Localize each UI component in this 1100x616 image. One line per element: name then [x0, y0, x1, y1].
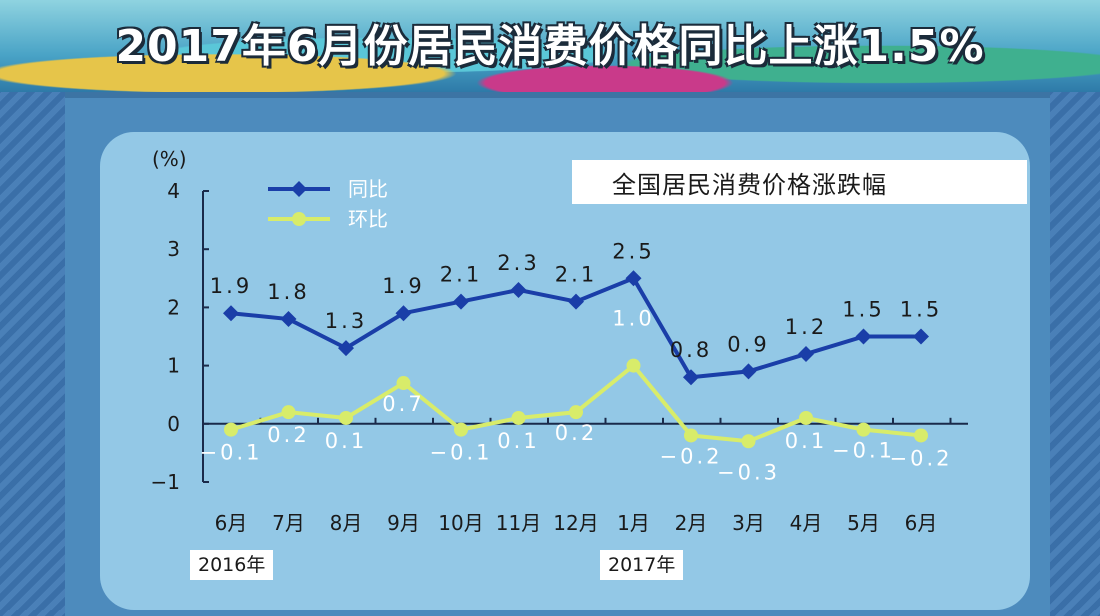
data-label-tongbi: 2.1 — [440, 263, 482, 287]
data-label-huanbi: −0.1 — [832, 439, 895, 463]
x-tick-label: 2月 — [675, 511, 708, 535]
x-tick-label: 4月 — [790, 511, 823, 535]
x-tick-label: 8月 — [330, 511, 363, 535]
legend-marker-tongbi — [291, 181, 307, 197]
y-tick-label: 3 — [167, 237, 180, 261]
point-tongbi — [855, 328, 872, 345]
x-tick-label: 12月 — [553, 511, 598, 535]
point-huanbi — [281, 405, 296, 420]
point-huanbi — [339, 410, 353, 425]
x-tick-label: 6月 — [905, 511, 938, 535]
point-tongbi — [683, 369, 699, 386]
x-tick-label: 9月 — [387, 511, 420, 535]
data-label-huanbi: 0.1 — [497, 429, 539, 453]
point-tongbi — [510, 281, 527, 298]
chart-title: 全国居民消费价格涨跌幅 — [612, 170, 887, 199]
year-label-2016: 2016年 — [190, 550, 274, 580]
x-tick-label: 1月 — [617, 511, 650, 535]
chart-title-box: 全国居民消费价格涨跌幅 — [572, 160, 1027, 204]
data-label-huanbi: −0.2 — [660, 444, 723, 468]
point-huanbi — [569, 405, 583, 420]
point-tongbi — [913, 328, 929, 345]
data-label-tongbi: 0.8 — [670, 338, 712, 362]
data-label-tongbi: 1.2 — [785, 315, 827, 339]
y-tick-label: 0 — [167, 412, 180, 436]
point-huanbi — [914, 428, 928, 443]
data-label-tongbi: 1.9 — [210, 274, 252, 298]
legend-label-huanbi: 环比 — [348, 207, 388, 231]
data-label-tongbi: 1.9 — [382, 274, 424, 298]
data-label-huanbi: 0.1 — [785, 429, 827, 453]
data-label-tongbi: 1.3 — [325, 309, 367, 333]
point-huanbi — [224, 422, 238, 437]
data-label-huanbi: 0.7 — [382, 392, 424, 416]
y-axis-label: (%) — [152, 147, 187, 171]
chart-panel — [100, 132, 1030, 610]
point-huanbi — [856, 422, 871, 437]
year-label-2017: 2017年 — [600, 550, 684, 580]
point-tongbi — [453, 293, 469, 310]
point-huanbi — [511, 410, 526, 425]
x-tick-label: 3月 — [732, 511, 765, 535]
point-tongbi — [625, 270, 642, 287]
data-label-tongbi: 1.5 — [900, 298, 942, 322]
point-tongbi — [568, 293, 584, 310]
data-label-tongbi: 0.9 — [727, 332, 769, 356]
point-tongbi — [740, 363, 757, 380]
data-label-tongbi: 1.8 — [267, 280, 309, 304]
point-tongbi — [338, 340, 354, 357]
point-tongbi — [280, 311, 297, 328]
data-label-huanbi: −0.2 — [890, 446, 953, 470]
banner: 2017年6月份居民消费价格同比上涨1.5% — [0, 0, 1100, 92]
data-label-huanbi: −0.1 — [200, 441, 263, 465]
point-huanbi — [396, 376, 411, 391]
y-tick-label: 2 — [167, 295, 180, 319]
point-tongbi — [395, 305, 412, 322]
data-label-huanbi: −0.3 — [717, 460, 780, 484]
data-label-huanbi: 0.2 — [267, 423, 309, 447]
x-tick-label: 5月 — [847, 511, 880, 535]
x-tick-label: 7月 — [272, 511, 305, 535]
point-huanbi — [626, 358, 641, 373]
data-label-tongbi: 1.5 — [842, 298, 884, 322]
data-label-tongbi: 2.5 — [612, 239, 654, 263]
data-label-huanbi: 1.0 — [612, 307, 654, 331]
point-huanbi — [454, 422, 468, 437]
page-title: 2017年6月份居民消费价格同比上涨1.5% — [115, 21, 985, 72]
data-label-tongbi: 2.1 — [555, 263, 597, 287]
y-tick-label: −1 — [151, 470, 180, 494]
point-huanbi — [741, 434, 756, 449]
x-tick-label: 10月 — [438, 511, 483, 535]
data-label-huanbi: −0.1 — [430, 441, 493, 465]
data-label-huanbi: 0.1 — [325, 429, 367, 453]
point-tongbi — [223, 305, 239, 322]
point-tongbi — [798, 345, 814, 362]
x-tick-label: 6月 — [215, 511, 248, 535]
y-tick-label: 4 — [167, 179, 180, 203]
data-label-huanbi: 0.2 — [555, 421, 597, 445]
point-huanbi — [684, 428, 698, 443]
legend-marker-huanbi — [292, 212, 306, 226]
data-label-tongbi: 2.3 — [497, 251, 539, 275]
x-tick-label: 11月 — [496, 511, 541, 535]
y-tick-label: 1 — [167, 354, 180, 378]
legend-label-tongbi: 同比 — [348, 177, 388, 201]
point-huanbi — [799, 410, 813, 425]
